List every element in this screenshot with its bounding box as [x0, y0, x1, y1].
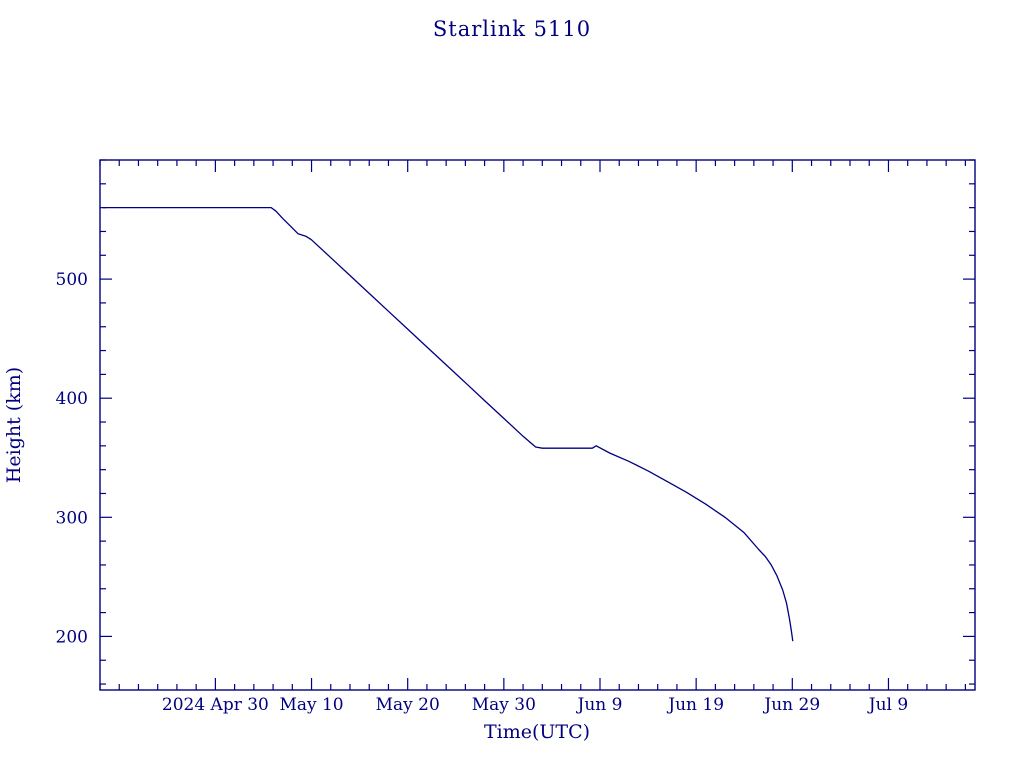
x-tick-label: May 30	[472, 695, 536, 715]
height-data-line	[102, 206, 794, 642]
x-tick-label: Jul 9	[867, 695, 908, 715]
x-tick-label: 2024 Apr 30	[162, 695, 269, 715]
plot-frame	[99, 159, 976, 691]
x-tick-label: Jun 9	[576, 695, 623, 715]
x-axis-label: Time(UTC)	[484, 721, 590, 743]
x-tick-label: May 20	[376, 695, 440, 715]
plot-area: 2024 Apr 30 May 10 May 20 May 30 Jun 9 Jun 19…	[56, 159, 976, 715]
chart-title: Starlink 5110	[433, 17, 591, 41]
x-tick-label: Jun 19	[666, 695, 724, 715]
y-tick-label: 200	[56, 627, 88, 647]
y-tick-label: 400	[56, 389, 88, 409]
x-tick-label: May 10	[279, 695, 343, 715]
y-tick-label: 300	[56, 508, 88, 528]
y-axis-label: Height (km)	[3, 367, 25, 483]
y-tick-label: 500	[56, 270, 88, 290]
x-tick-label: Jun 29	[762, 695, 820, 715]
